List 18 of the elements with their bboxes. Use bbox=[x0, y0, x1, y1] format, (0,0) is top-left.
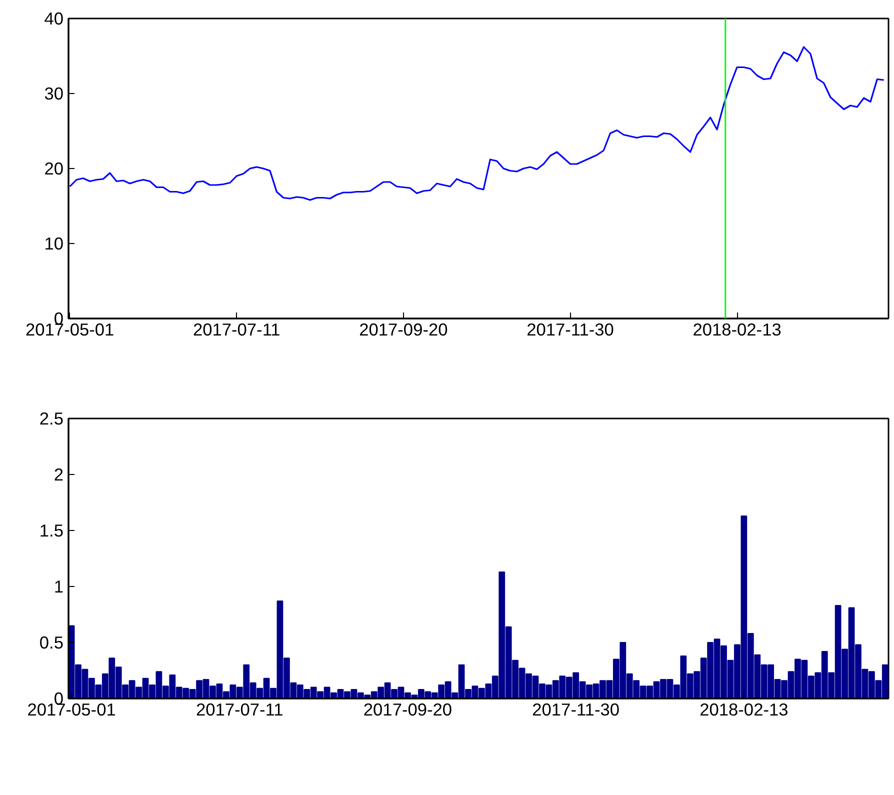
x-tick-label: 2017-11-30 bbox=[526, 320, 614, 340]
y-tick-label: 40 bbox=[44, 8, 64, 28]
x-tick-label: 2018-02-13 bbox=[700, 700, 788, 720]
x-tick-label: 2017-07-11 bbox=[196, 700, 284, 720]
y-tick-label: 30 bbox=[44, 84, 64, 104]
x-tick-label: 2017-07-11 bbox=[192, 320, 280, 340]
y-tick-label: 2 bbox=[54, 464, 64, 484]
x-tick-label: 2018-02-13 bbox=[692, 320, 782, 340]
y-tick-label: 1 bbox=[54, 576, 64, 596]
x-tick-label: 2017-09-20 bbox=[359, 320, 448, 340]
y-tick-label: 2.5 bbox=[39, 408, 64, 428]
x-tick-label: 2017-09-20 bbox=[363, 700, 452, 720]
y-tick-label: 20 bbox=[44, 158, 64, 178]
y-tick-label: 1.5 bbox=[39, 520, 64, 540]
line-series bbox=[69, 46, 885, 201]
x-tick-label: 2017-11-30 bbox=[532, 700, 620, 720]
y-tick-label: 10 bbox=[44, 234, 64, 254]
y-tick-label: 0.5 bbox=[39, 632, 64, 652]
